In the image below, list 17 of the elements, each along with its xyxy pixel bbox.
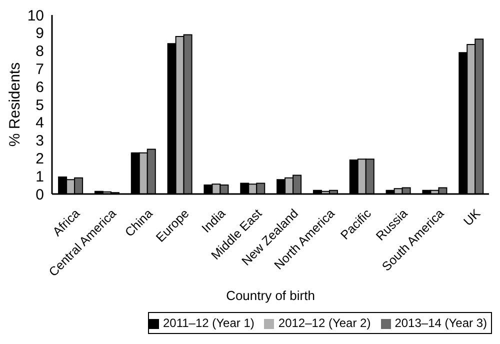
- y-tick-label: 1: [36, 168, 44, 186]
- y-tick-label: 4: [36, 114, 44, 132]
- legend-label: 2013–14 (Year 3): [394, 316, 487, 330]
- y-tick-label: 7: [36, 61, 44, 78]
- y-tick-label: 2: [36, 150, 44, 168]
- legend-label: 2011–12 (Year 1): [163, 316, 254, 330]
- y-tick-label: 6: [36, 78, 44, 96]
- x-axis-title: Country of birth: [226, 288, 315, 303]
- y-axis-title: % Residents: [6, 62, 24, 147]
- y-tick-label: 0: [36, 186, 44, 204]
- x-tick-label: UK: [460, 206, 484, 229]
- y-tick-label: 8: [36, 43, 44, 60]
- y-tick-label: 5: [36, 96, 44, 114]
- y-tick-label: 9: [36, 25, 44, 42]
- y-tick-label: 3: [36, 132, 44, 150]
- legend-label: 2012–12 (Year 2): [278, 316, 371, 330]
- y-tick-label: 10: [27, 7, 44, 24]
